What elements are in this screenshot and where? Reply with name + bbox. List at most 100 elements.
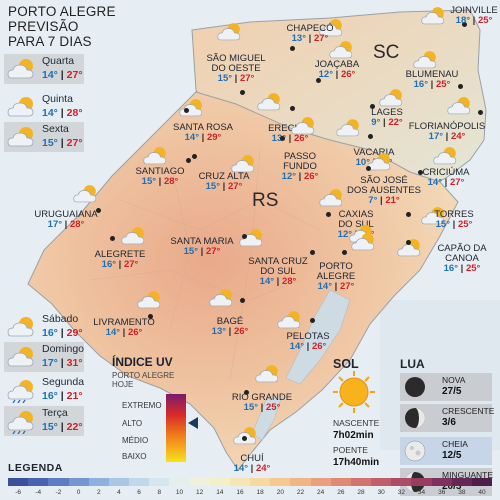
- moon-icon: [405, 377, 425, 397]
- forecast-day-temps: 14° | 28°: [42, 107, 83, 119]
- city-label: CHUÍ 14° | 24°: [233, 453, 271, 474]
- sun-cloud-icon: [276, 308, 306, 332]
- header-line-2: PREVISÃO: [8, 19, 79, 34]
- scale-tick: 34: [417, 489, 426, 496]
- city-label: SANTA CRUZ DO SUL 14° | 28°: [248, 256, 308, 287]
- city-marker: [148, 314, 153, 319]
- scale-swatch: [451, 478, 472, 486]
- city-label: CRICIÚMA 14° | 27°: [422, 167, 470, 188]
- city-marker: [310, 250, 315, 255]
- header-line-1: PORTO ALEGRE: [8, 4, 116, 19]
- moon-phase-date: 3/6: [442, 417, 456, 428]
- scale-tick: 6: [137, 489, 141, 496]
- sunrise-label: NASCENTE: [333, 418, 380, 428]
- scale-swatch: [270, 478, 291, 486]
- uv-level-medio: MÉDIO: [122, 436, 149, 445]
- city-label: LIVRAMENTO 14° | 26°: [93, 317, 155, 338]
- scale-swatch: [189, 478, 210, 486]
- forecast-day-name: Quinta: [42, 93, 73, 105]
- sun-cloud-icon: [432, 144, 462, 168]
- scale-tick: 40: [478, 489, 486, 496]
- scale-tick: 38: [458, 489, 466, 496]
- city-marker: [366, 166, 371, 171]
- sun-cloud-icon: [378, 86, 408, 110]
- sun-cloud-icon: [120, 224, 150, 248]
- scale-tick: 22: [296, 489, 305, 496]
- city-label: SÃO JOSÉ DOS AUSENTES 7° | 21°: [347, 175, 421, 206]
- scale-swatch: [330, 478, 351, 486]
- sun-cloud-icon: [136, 288, 166, 312]
- moon-phase-date: 12/5: [442, 450, 462, 461]
- rio-grande-do-sul-shape: [27, 91, 459, 471]
- moon-phase-date: 20/5: [442, 481, 462, 492]
- city-label: SANTA MARIA 15° | 27°: [170, 236, 234, 257]
- city-marker: [244, 390, 249, 395]
- forecast-day-0: Quarta 14° | 27°: [4, 54, 84, 84]
- moon-phase-nova: NOVA 27/5: [400, 373, 492, 401]
- forecast-day-name: Sábado: [42, 313, 79, 325]
- scale-tick: 28: [357, 489, 365, 496]
- city-marker: [326, 212, 331, 217]
- city-label: CHAPECÓ 13° | 27°: [286, 23, 334, 44]
- city-label: JOAÇABA 12° | 26°: [314, 59, 360, 80]
- city-label: CRUZ ALTA 15° | 27°: [198, 171, 250, 192]
- city-label: SANTIAGO 15° | 28°: [135, 166, 185, 187]
- sun-cloud-icon: [6, 56, 40, 82]
- forecast-day-temps: 15° | 22°: [42, 421, 83, 433]
- scale-tick: 32: [397, 489, 405, 496]
- city-label: RIO GRANDE 15° | 25°: [231, 392, 293, 413]
- sun-cloud-icon: [6, 344, 40, 370]
- moon-phase-name: NOVA: [442, 375, 466, 385]
- forecast-day-temps: 14° | 27°: [42, 69, 83, 81]
- sun-cloud-icon: [335, 116, 365, 140]
- city-marker: [184, 108, 189, 113]
- scale-tick: 26: [337, 489, 345, 496]
- city-marker: [342, 250, 347, 255]
- sun-cloud-icon: [446, 94, 476, 118]
- city-marker: [242, 436, 247, 441]
- scale-tick: 4: [117, 489, 121, 496]
- scale-swatch: [371, 478, 392, 486]
- city-marker: [280, 136, 285, 141]
- moon-icon: [405, 408, 425, 428]
- scale-swatch: [250, 478, 271, 486]
- lua-title: LUA: [400, 357, 425, 371]
- forecast-day-temps: 16° | 29°: [42, 327, 83, 339]
- city-label: ERECHIM 13° | 26°: [268, 123, 312, 144]
- scale-swatch: [229, 478, 251, 486]
- forecast-day-name: Quarta: [42, 55, 75, 67]
- scale-tick: 20: [276, 489, 284, 496]
- temperature-scale: [8, 478, 493, 486]
- header-title: PORTO ALEGRE PREVISÃO PARA 7 DIAS: [8, 4, 116, 49]
- city-marker: [96, 208, 101, 213]
- uv-level-extremo: EXTREMO: [122, 401, 162, 410]
- state-label-rs: RS: [252, 190, 279, 211]
- sun-cloud-icon: [216, 20, 246, 44]
- city-marker: [370, 104, 375, 109]
- scale-swatch: [88, 478, 109, 486]
- moon-phase-name: CHEIA: [442, 439, 468, 449]
- city-marker: [310, 318, 315, 323]
- forecast-day-temps: 17° | 31°: [42, 357, 83, 369]
- city-marker: [406, 212, 411, 217]
- city-label: PASSO FUNDO 12° | 26°: [281, 151, 319, 182]
- city-marker: [478, 110, 483, 115]
- sun-cloud-icon: [366, 150, 396, 174]
- forecast-day-1: Quinta 14° | 28°: [4, 92, 84, 122]
- moon-phase-cheia: CHEIA 12/5: [400, 437, 492, 465]
- scale-swatch: [8, 478, 29, 486]
- scale-tick: 10: [175, 489, 184, 496]
- sun-rain-icon: [6, 377, 40, 404]
- city-marker: [406, 240, 411, 245]
- city-label: PELOTAS 14° | 26°: [286, 331, 330, 352]
- city-marker: [290, 46, 295, 51]
- city-label: URUGUAIANA 17° | 28°: [34, 209, 98, 230]
- scale-swatch: [290, 478, 311, 486]
- forecast-day-name: Segunda: [42, 376, 85, 388]
- forecast-day-name: Terça: [42, 407, 68, 419]
- scale-tick: -4: [35, 489, 42, 496]
- scale-tick: 16: [236, 489, 244, 496]
- header-line-3: PARA 7 DIAS: [8, 34, 92, 49]
- city-label: LAGES 9° | 22°: [371, 107, 403, 128]
